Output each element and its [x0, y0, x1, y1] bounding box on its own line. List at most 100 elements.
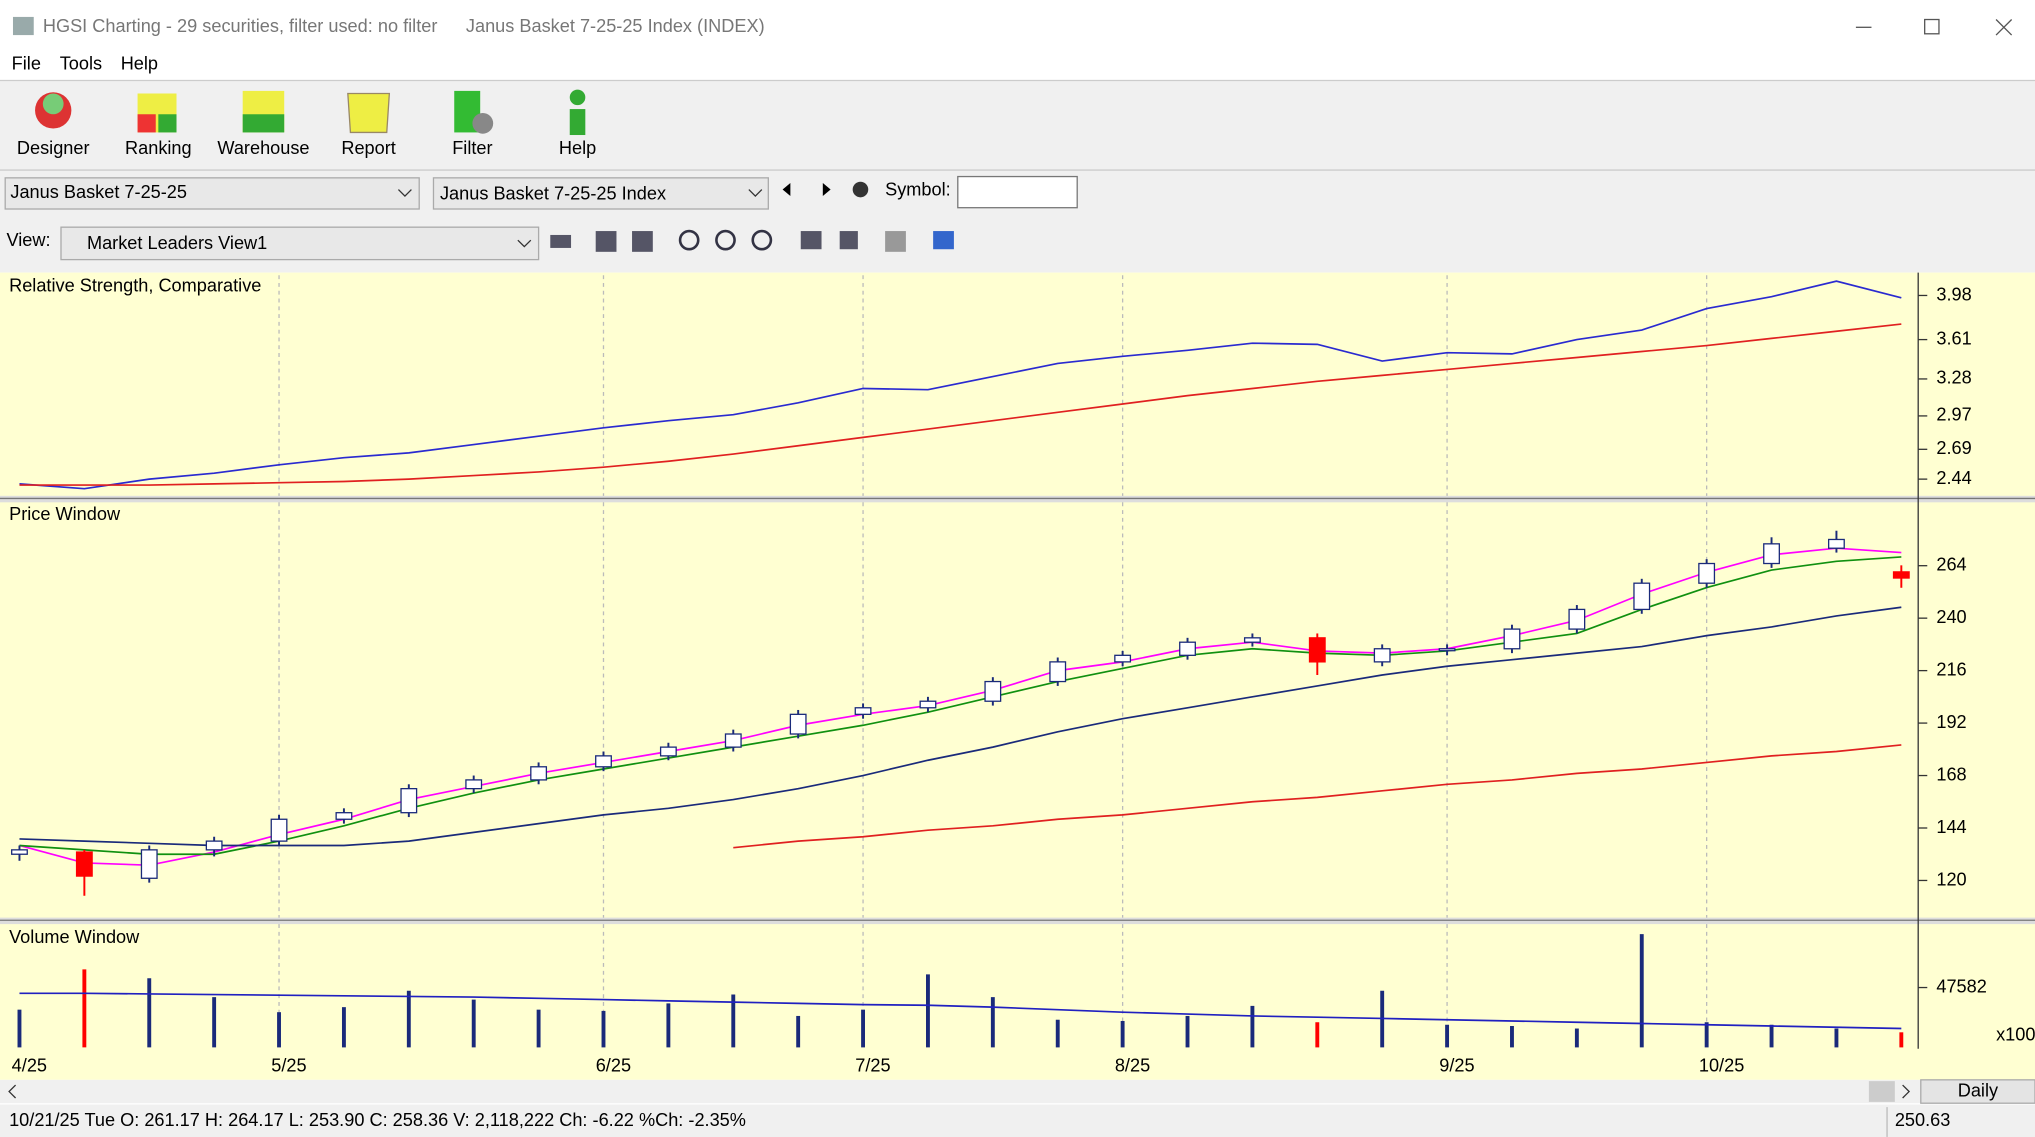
basket-value: Janus Basket 7-25-25 — [10, 182, 187, 202]
candle-body — [1243, 637, 1261, 643]
candle-body — [465, 779, 483, 790]
indicator-line — [19, 280, 1902, 490]
close-button[interactable] — [1995, 19, 2013, 36]
candle-body — [335, 812, 353, 820]
candle-body — [1568, 608, 1586, 630]
window-title: HGSI Charting - 29 securities, filter us… — [43, 16, 438, 36]
candle-body — [659, 746, 677, 757]
y-tick-label: 47582 — [1936, 976, 1986, 996]
y-tick-label: 3.61 — [1936, 328, 1971, 348]
chart-area — [0, 272, 2035, 1080]
candle-body — [530, 766, 548, 781]
x-tick-label: 8/25 — [1115, 1056, 1150, 1076]
find-button[interactable] — [852, 181, 869, 198]
candle-body — [140, 849, 158, 879]
indicator-line — [19, 992, 1902, 1030]
candle-body — [1373, 648, 1391, 663]
index-dropdown[interactable] — [432, 177, 769, 210]
status-price: 250.63 — [1895, 1110, 1951, 1130]
menu-help[interactable]: Help — [121, 54, 158, 74]
x-tick-label: 6/25 — [596, 1056, 631, 1076]
app-icon — [12, 16, 34, 36]
candle-body — [11, 849, 28, 855]
panel-title: Price Window — [9, 504, 121, 524]
indicator-line — [19, 556, 1902, 856]
volume-unit: x100 — [1996, 1025, 2035, 1045]
candle-body — [1892, 571, 1910, 579]
candle-body — [984, 680, 1002, 702]
basket-dropdown[interactable] — [4, 177, 420, 210]
toolbar-button[interactable]: Warehouse — [217, 138, 309, 158]
panel-title: Volume Window — [9, 927, 140, 947]
x-tick-label: 4/25 — [12, 1056, 47, 1076]
candle-body — [854, 707, 872, 715]
y-tick-label: 2.97 — [1936, 405, 1971, 425]
toolbar-button[interactable]: Report — [341, 138, 396, 158]
candle-body — [1698, 562, 1716, 584]
period-label: Daily — [1958, 1080, 1999, 1100]
toolbar-icons — [35, 89, 586, 136]
symbol-label: Symbol: — [885, 180, 951, 200]
index-value: Janus Basket 7-25-25 Index — [440, 184, 666, 204]
toolbar-button[interactable]: Designer — [17, 138, 90, 158]
view-label: View: — [6, 230, 50, 250]
candle-body — [1438, 648, 1456, 652]
candle-body — [1049, 661, 1067, 683]
indicator-line — [19, 606, 1902, 847]
toolbar-button[interactable]: Filter — [452, 138, 492, 158]
indicator-line — [19, 323, 1902, 486]
candle-body — [1114, 654, 1132, 663]
x-tick-label: 10/25 — [1699, 1056, 1744, 1076]
candle-body — [595, 755, 612, 768]
y-tick-label: 168 — [1936, 764, 1966, 784]
panel-title: Relative Strength, Comparative — [9, 276, 261, 296]
candle-body — [1308, 637, 1326, 663]
y-tick-label: 144 — [1936, 817, 1966, 837]
view-dropdown[interactable] — [60, 226, 540, 261]
candle-body — [205, 840, 223, 851]
indicator-line — [19, 547, 1902, 867]
candle-body — [1179, 641, 1196, 656]
maximize-button[interactable] — [1924, 18, 1940, 35]
y-tick-label: 3.98 — [1936, 284, 1971, 304]
candle-body — [270, 818, 288, 842]
symbol-input[interactable] — [957, 175, 1078, 209]
candle-body — [724, 733, 742, 748]
candle-body — [1827, 538, 1845, 549]
candle-body — [75, 851, 93, 877]
view-value: Market Leaders View1 — [87, 233, 267, 253]
period-button[interactable] — [1920, 1079, 2035, 1104]
x-tick-label: 7/25 — [855, 1056, 890, 1076]
menu-tools[interactable]: Tools — [60, 54, 102, 74]
y-tick-label: 216 — [1936, 659, 1966, 679]
title-bar — [0, 0, 2035, 52]
x-tick-label: 9/25 — [1439, 1056, 1474, 1076]
candle-body — [919, 700, 937, 709]
toolbar-button[interactable]: Help — [559, 138, 596, 158]
menu-bar — [0, 51, 2035, 80]
prev-button[interactable] — [782, 183, 791, 197]
y-tick-label: 240 — [1936, 607, 1966, 627]
y-tick-label: 264 — [1936, 554, 1966, 574]
window-subtitle: Janus Basket 7-25-25 Index (INDEX) — [466, 16, 765, 36]
view-tools[interactable] — [550, 229, 954, 252]
next-button[interactable] — [822, 183, 831, 197]
candle-body — [400, 788, 418, 814]
y-tick-label: 2.44 — [1936, 468, 1971, 488]
scrollbar[interactable] — [0, 1079, 2035, 1104]
candle-body — [1503, 628, 1521, 650]
indicator-line — [733, 744, 1902, 849]
menu-file[interactable]: File — [12, 54, 41, 74]
y-tick-label: 192 — [1936, 712, 1966, 732]
y-tick-label: 120 — [1936, 869, 1966, 889]
status-text: 10/21/25 Tue O: 261.17 H: 264.17 L: 253.… — [9, 1110, 746, 1130]
candle-body — [1763, 543, 1780, 565]
candle-body — [1633, 582, 1651, 611]
y-tick-label: 2.69 — [1936, 438, 1971, 458]
toolbar-button[interactable]: Ranking — [125, 138, 192, 158]
status-bar — [0, 1104, 2035, 1137]
y-tick-label: 3.28 — [1936, 368, 1971, 388]
candle-body — [789, 713, 807, 735]
